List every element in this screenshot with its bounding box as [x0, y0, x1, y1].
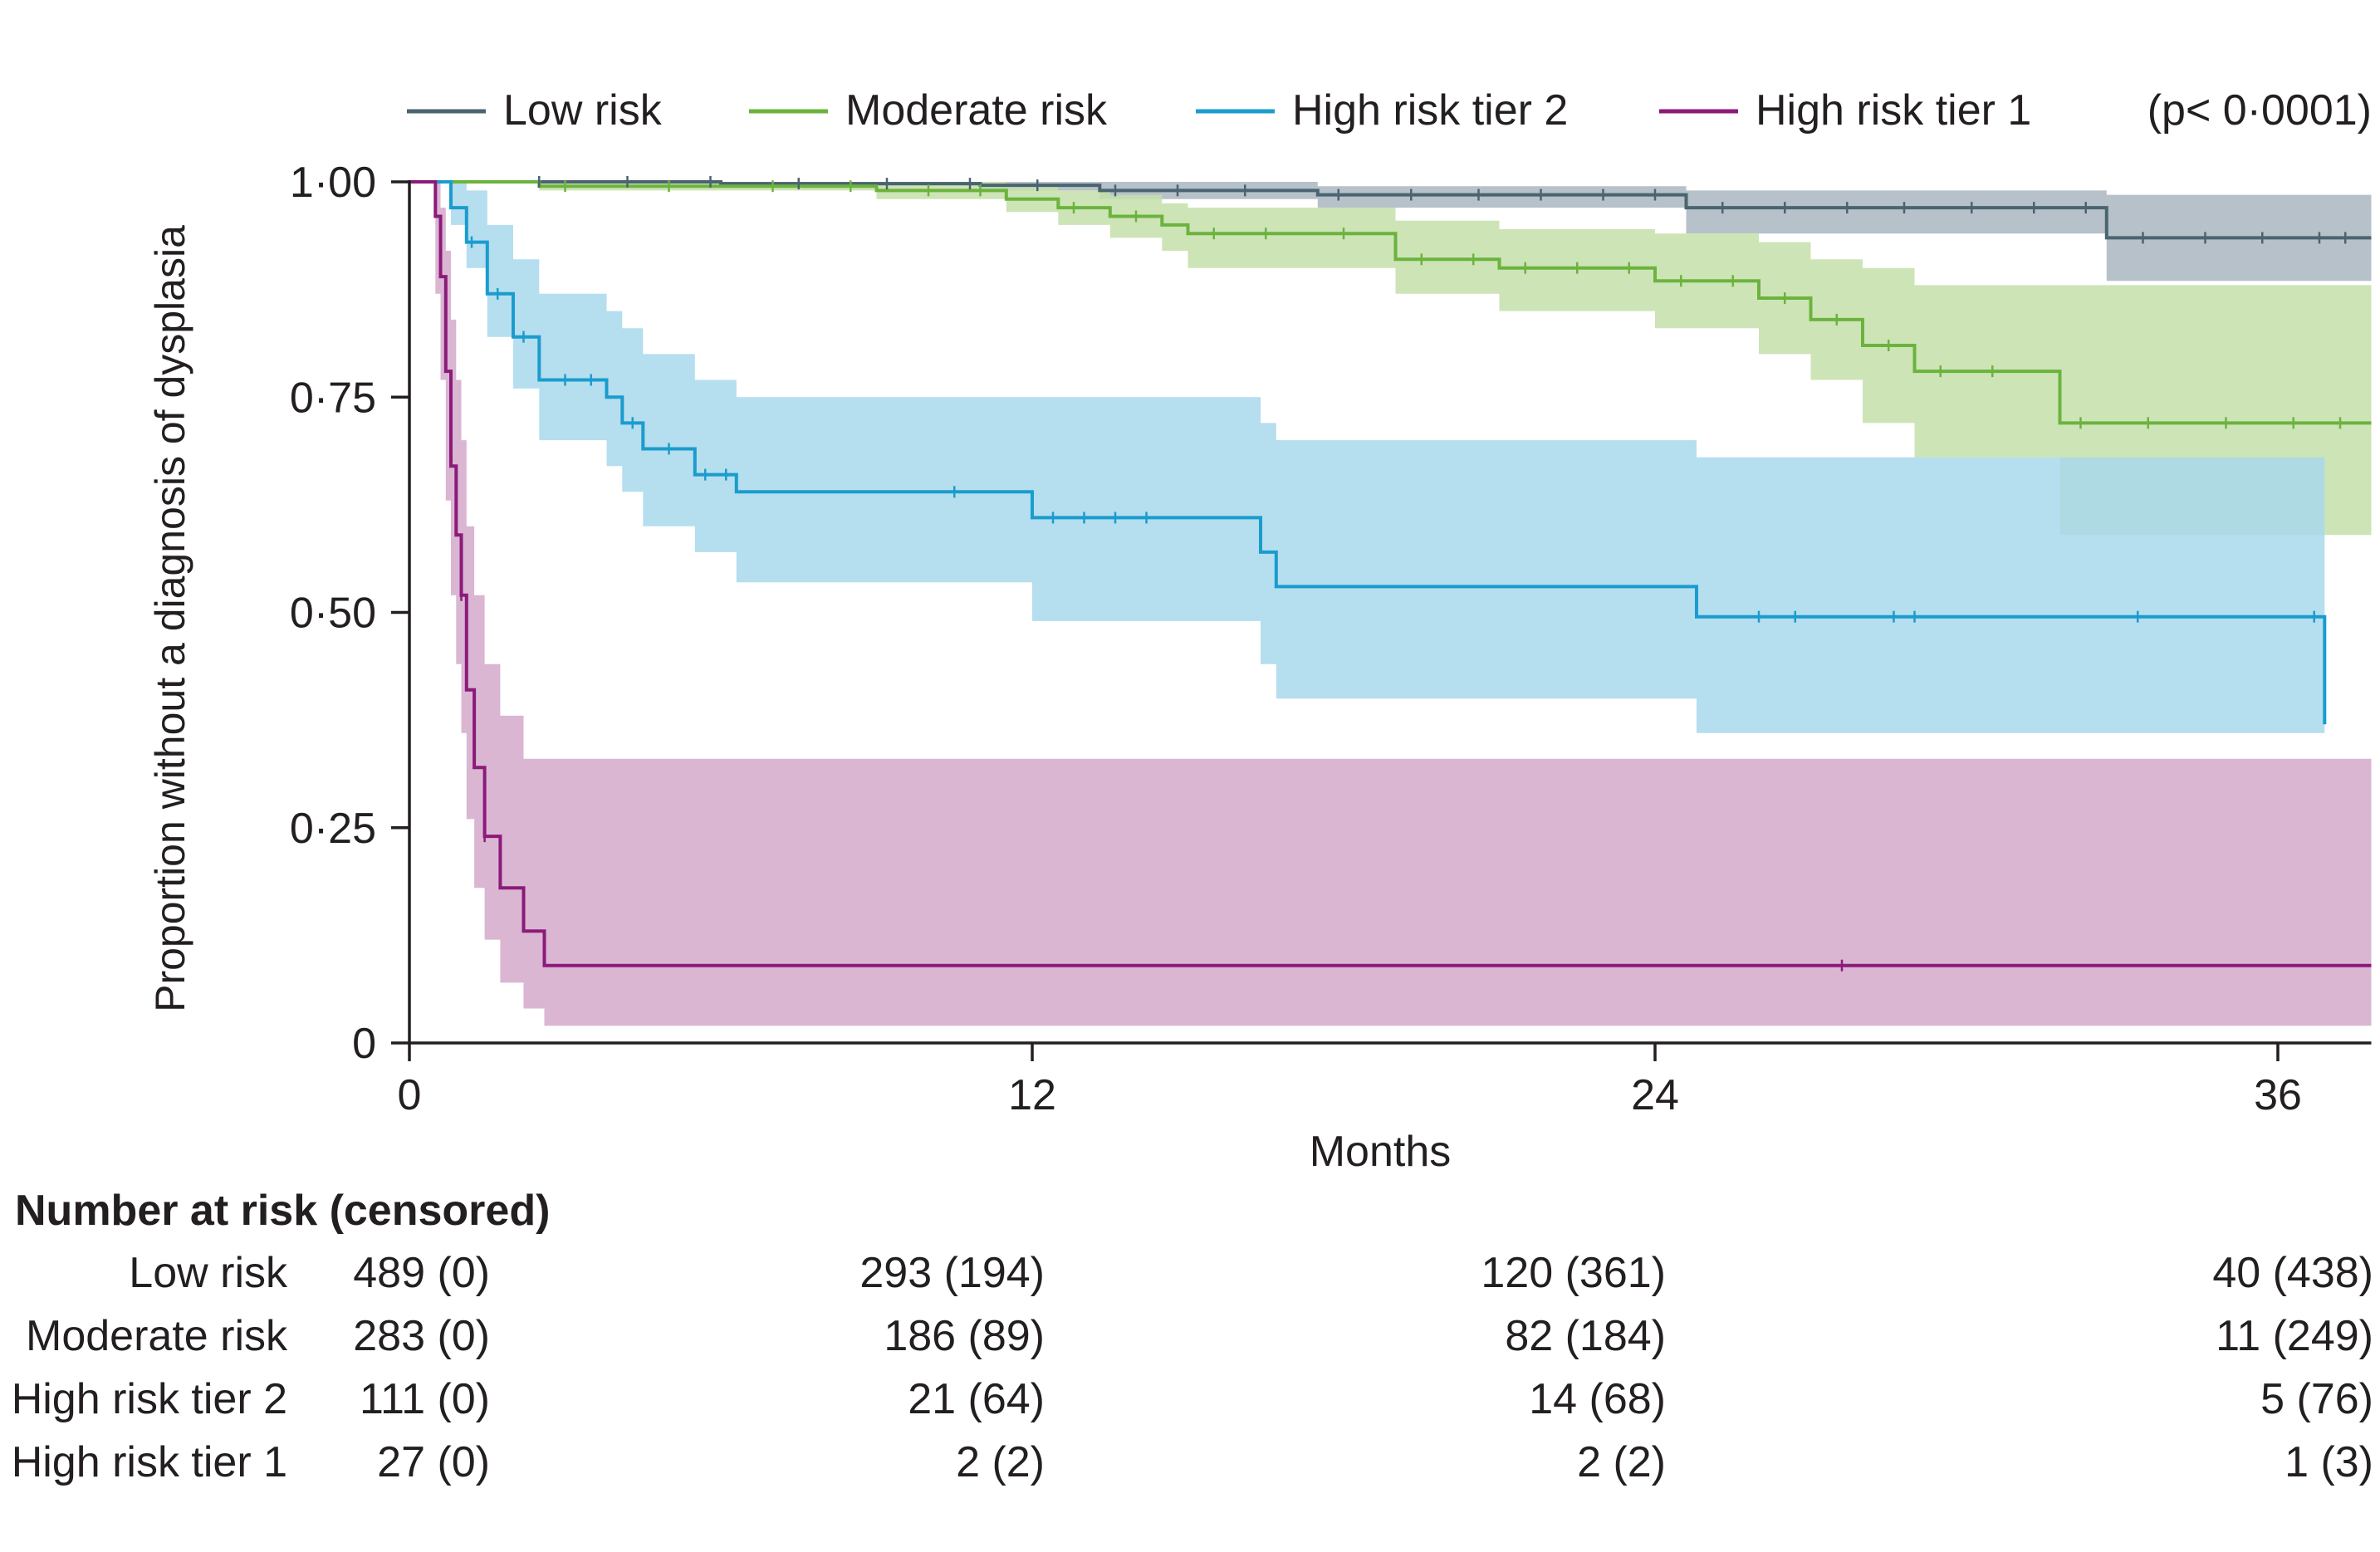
x-tick-label: 24: [1631, 1071, 1679, 1119]
risk-cell: 11 (249): [2216, 1312, 2373, 1360]
risk-table-title: Number at risk (censored): [15, 1187, 550, 1235]
curve-moderate-risk: [409, 180, 2372, 425]
risk-cell: 186 (89): [884, 1312, 1045, 1360]
risk-table: Low risk 489 (0) 293 (194) 120 (361) 40 (438…: [12, 1249, 2373, 1486]
x-tick-label: 0: [398, 1071, 422, 1119]
risk-cell: 489 (0): [353, 1249, 490, 1297]
ci-band-high-risk-tier-2: [409, 182, 2325, 733]
ci-band-high-risk-tier-1: [409, 182, 2372, 1026]
risk-cell: 1 (3): [2285, 1438, 2373, 1486]
x-axis-label: Months: [1310, 1128, 1452, 1176]
risk-row-label: Moderate risk: [26, 1312, 288, 1360]
confidence-bands: [409, 182, 2372, 1026]
risk-cell: 111 (0): [360, 1375, 490, 1423]
risk-cell: 283 (0): [353, 1312, 490, 1360]
curve-high-risk-tier-1: [409, 180, 2372, 967]
legend-label-high-risk-tier-1: High risk tier 1: [1756, 86, 2031, 135]
x-tick-label: 36: [2254, 1071, 2302, 1119]
p-value: (p< 0·0001): [2147, 86, 2372, 135]
legend: Low risk Moderate risk High risk tier 2 Hig…: [407, 86, 2031, 135]
risk-cell: 5 (76): [2260, 1375, 2373, 1423]
y-tick-label: 0·75: [290, 374, 376, 422]
risk-cell: 2 (2): [1577, 1438, 1666, 1486]
y-tick-label: 0: [352, 1020, 376, 1068]
y-tick-label: 0·25: [290, 805, 376, 853]
legend-label-moderate-risk: Moderate risk: [845, 86, 1108, 135]
curve-low-risk: [409, 180, 2372, 240]
x-tick-label: 12: [1008, 1071, 1056, 1119]
risk-cell: 82 (184): [1505, 1312, 1666, 1360]
y-tick-label: 0·50: [290, 590, 376, 638]
y-axis-label: Proportion without a diagnosis of dyspla…: [147, 225, 193, 1012]
ci-band-moderate-risk: [409, 182, 2372, 536]
risk-row-label: High risk tier 2: [12, 1375, 287, 1423]
axes: 0 0·25 0·50 0·75 1·00 0 12 24 36: [290, 159, 2372, 1119]
curve-high-risk-tier-2: [409, 180, 2327, 725]
risk-cell: 14 (68): [1529, 1375, 1666, 1423]
risk-cell: 27 (0): [377, 1438, 490, 1486]
legend-label-high-risk-tier-2: High risk tier 2: [1292, 86, 1568, 135]
legend-label-low-risk: Low risk: [503, 86, 663, 135]
survival-curves: [409, 180, 2372, 967]
y-tick-label: 1·00: [290, 159, 376, 207]
risk-cell: 40 (438): [2212, 1249, 2373, 1297]
risk-cell: 21 (64): [908, 1375, 1045, 1423]
risk-cell: 2 (2): [956, 1438, 1045, 1486]
risk-row-label: Low risk: [129, 1249, 288, 1297]
risk-cell: 293 (194): [859, 1249, 1045, 1297]
censor-marks: [460, 176, 2347, 972]
risk-row-label: High risk tier 1: [12, 1438, 287, 1486]
risk-cell: 120 (361): [1481, 1249, 1666, 1297]
